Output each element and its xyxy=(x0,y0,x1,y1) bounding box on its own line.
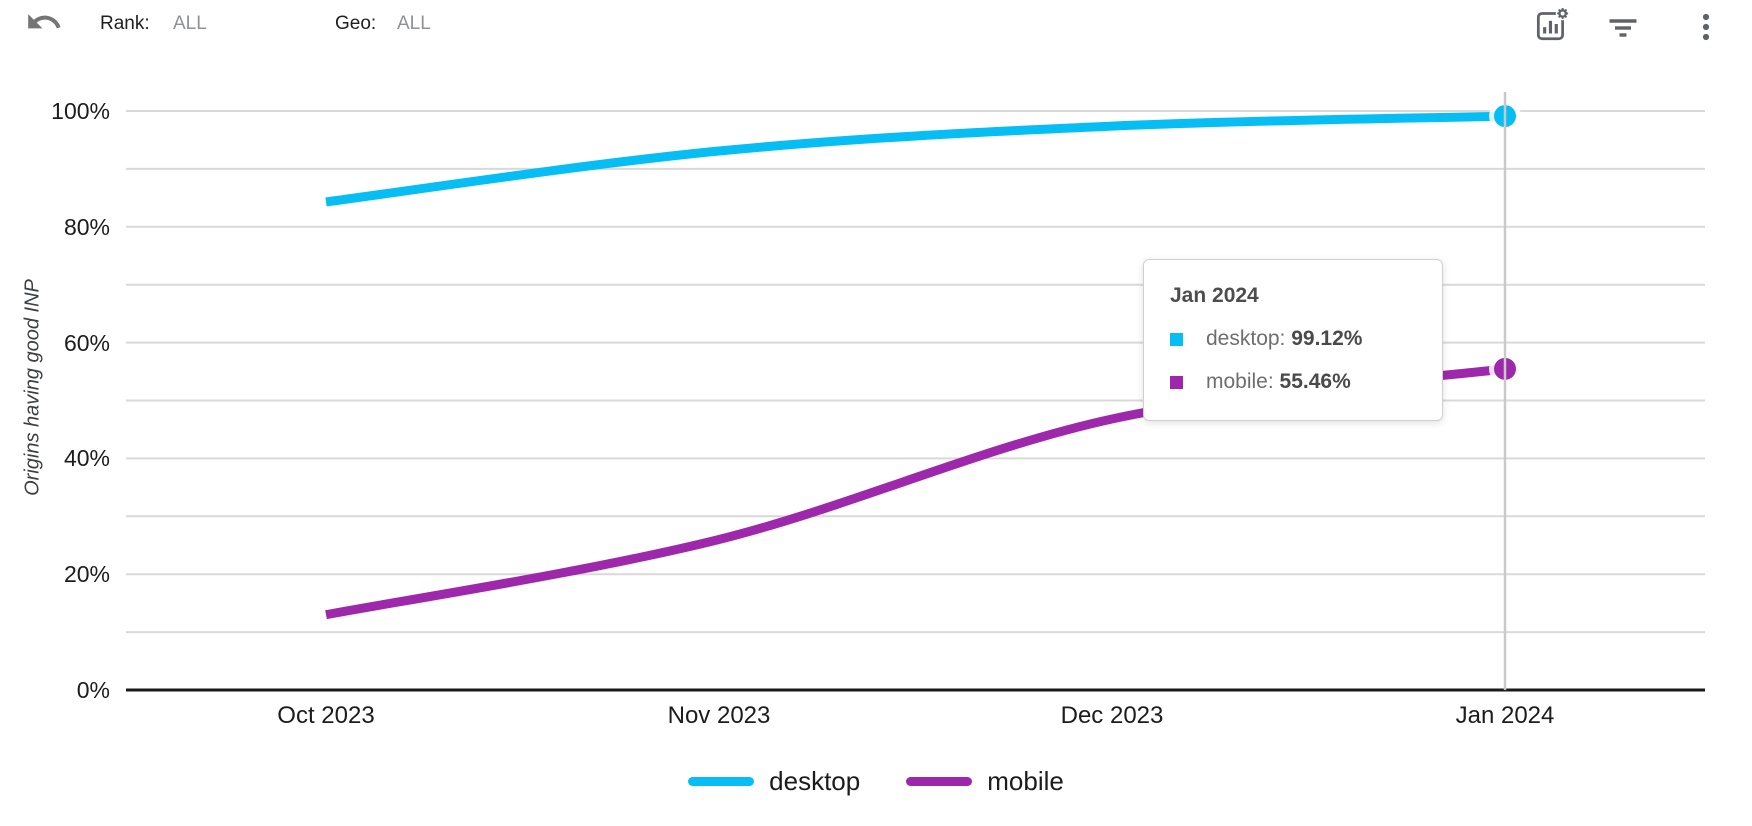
legend-item-desktop: desktop xyxy=(688,766,860,797)
geo-value-dropdown[interactable]: ALL xyxy=(397,13,431,34)
x-tick-label: Dec 2023 xyxy=(1060,702,1164,729)
undo-icon xyxy=(25,14,63,44)
y-tick-label: 100% xyxy=(51,98,110,124)
y-tick-label: 0% xyxy=(76,677,110,703)
legend-swatch-mobile xyxy=(906,777,973,786)
y-axis-title: Origins having good INP xyxy=(21,279,44,496)
more-vert-icon xyxy=(1698,13,1714,49)
tooltip-series-label: mobile: xyxy=(1206,370,1274,393)
more-options-button[interactable] xyxy=(1698,8,1714,46)
chart-settings-button[interactable] xyxy=(1532,5,1570,43)
filter-icon xyxy=(1605,19,1641,45)
x-tick-label: Jan 2024 xyxy=(1455,702,1555,729)
legend-swatch-desktop xyxy=(688,777,755,786)
chart-canvas[interactable] xyxy=(0,0,1752,760)
geo-label: Geo: xyxy=(335,13,377,34)
series-line-desktop xyxy=(325,111,1506,207)
y-tick-label: 40% xyxy=(63,445,110,472)
x-tick-label: Nov 2023 xyxy=(667,702,771,729)
filter-button[interactable] xyxy=(1605,14,1641,42)
legend-item-mobile: mobile xyxy=(906,766,1064,797)
tooltip-swatch-mobile xyxy=(1170,375,1183,389)
rank-label: Rank: xyxy=(100,13,150,34)
legend-label: mobile xyxy=(987,766,1064,796)
rank-value-dropdown[interactable]: ALL xyxy=(173,13,207,34)
tooltip-series-value: 55.46% xyxy=(1273,370,1351,393)
tooltip-series-label: desktop: xyxy=(1206,327,1286,350)
y-tick-label: 60% xyxy=(63,329,110,356)
tooltip-row-desktop: desktop: 99.12% xyxy=(1170,327,1418,351)
x-tick-label: Oct 2023 xyxy=(277,702,375,729)
toolbar: Rank: ALL Geo: ALL xyxy=(0,0,1752,56)
tooltip-series-value: 99.12% xyxy=(1285,327,1363,350)
chart-legend: desktop mobile xyxy=(0,766,1752,797)
y-tick-label: 80% xyxy=(63,213,110,240)
y-tick-label: 20% xyxy=(63,561,110,588)
legend-label: desktop xyxy=(769,766,861,796)
tooltip-title: Jan 2024 xyxy=(1170,284,1259,307)
tooltip-row-mobile: mobile: 55.46% xyxy=(1170,370,1418,394)
tooltip-swatch-desktop xyxy=(1170,332,1183,346)
chart-tooltip: Jan 2024 desktop: 99.12% mobile: 55.46% xyxy=(1143,259,1443,421)
chart-settings-icon xyxy=(1532,6,1570,46)
undo-button[interactable] xyxy=(25,3,63,41)
